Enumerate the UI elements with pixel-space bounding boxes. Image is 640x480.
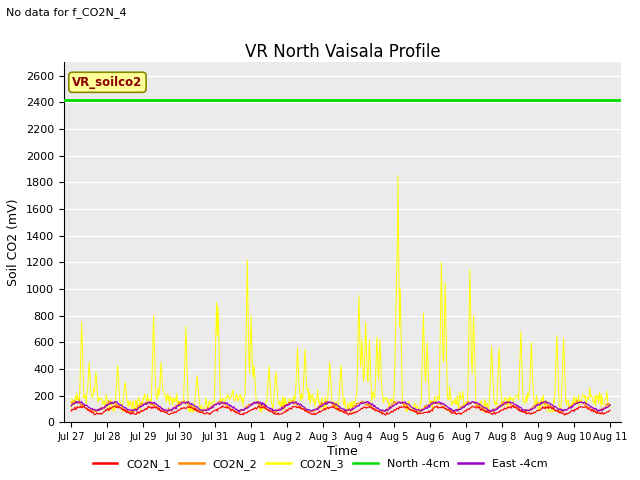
- Title: VR North Vaisala Profile: VR North Vaisala Profile: [244, 43, 440, 61]
- Text: No data for f_CO2N_4: No data for f_CO2N_4: [6, 7, 127, 18]
- Legend: CO2N_1, CO2N_2, CO2N_3, North -4cm, East -4cm: CO2N_1, CO2N_2, CO2N_3, North -4cm, East…: [88, 455, 552, 474]
- Y-axis label: Soil CO2 (mV): Soil CO2 (mV): [8, 199, 20, 286]
- X-axis label: Time: Time: [327, 445, 358, 458]
- Text: VR_soilco2: VR_soilco2: [72, 76, 143, 89]
